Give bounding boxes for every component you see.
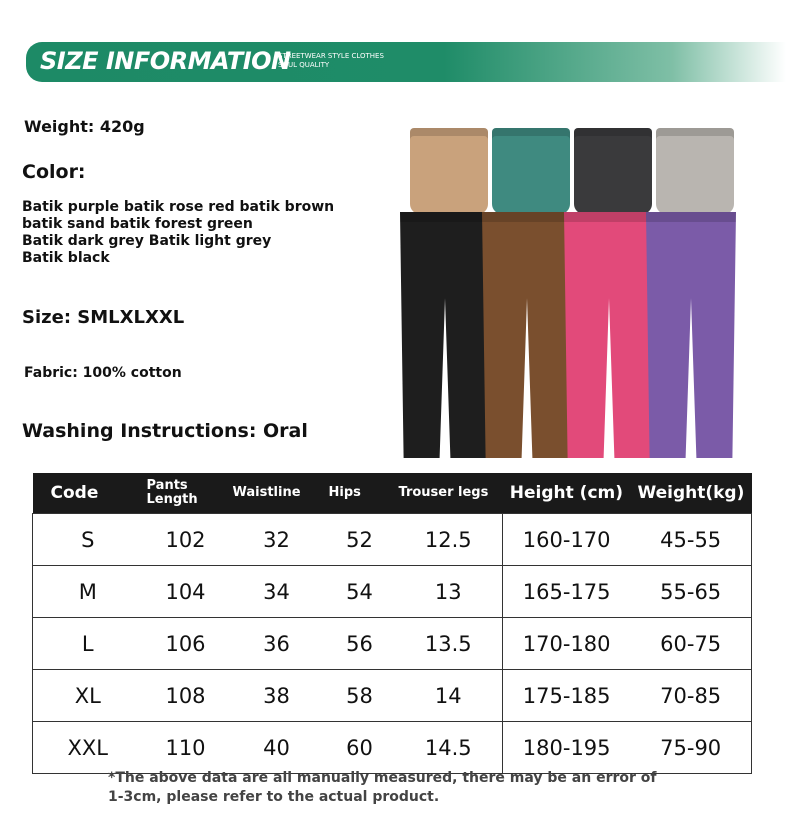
table-cell: 14 bbox=[394, 669, 503, 722]
table-cell: XL bbox=[32, 669, 143, 722]
pants-swatch bbox=[574, 128, 652, 214]
washing-text: Washing Instructions: Oral bbox=[22, 420, 308, 442]
table-cell: 34 bbox=[228, 565, 325, 618]
table-cell: 54 bbox=[324, 565, 395, 618]
table-cell: L bbox=[32, 617, 143, 670]
table-cell: 56 bbox=[324, 617, 395, 670]
weight-text: Weight: 420g bbox=[24, 117, 145, 136]
measurement-note: *The above data are all manually measure… bbox=[108, 770, 657, 805]
color-line: batik sand batik forest green bbox=[22, 216, 253, 232]
table-cell: 13.5 bbox=[394, 617, 503, 670]
color-list: Batik purple batik rose red batik brown … bbox=[22, 199, 334, 267]
table-cell: 32 bbox=[228, 513, 325, 566]
table-cell: 180-195 bbox=[502, 721, 631, 774]
table-cell: 14.5 bbox=[394, 721, 503, 774]
table-row: XL 108 38 58 14 175-185 70-85 bbox=[32, 669, 753, 722]
pants-swatch bbox=[410, 128, 488, 214]
pants-swatch bbox=[400, 212, 490, 458]
table-cell: 102 bbox=[142, 513, 229, 566]
table-cell: 70-85 bbox=[630, 669, 753, 722]
banner-sub1: STREETWEAR STYLE CLOTHES bbox=[278, 52, 384, 60]
table-cell: 110 bbox=[142, 721, 229, 774]
header-pants-length: Pants Length bbox=[142, 473, 229, 514]
table-cell: 13 bbox=[394, 565, 503, 618]
table-row: XXL 110 40 60 14.5 180-195 75-90 bbox=[32, 721, 753, 774]
pants-swatch bbox=[564, 212, 654, 458]
table-cell: 165-175 bbox=[502, 565, 631, 618]
table-cell: 170-180 bbox=[502, 617, 631, 670]
table-cell: 36 bbox=[228, 617, 325, 670]
pants-swatch bbox=[482, 212, 572, 458]
fabric-text: Fabric: 100% cotton bbox=[24, 365, 182, 381]
header-height: Height (cm) bbox=[502, 473, 631, 514]
table-cell: 12.5 bbox=[394, 513, 503, 566]
color-label: Color: bbox=[22, 161, 86, 183]
table-cell: S bbox=[32, 513, 143, 566]
color-line: Batik black bbox=[22, 250, 110, 266]
header-code: Code bbox=[32, 473, 143, 514]
table-cell: 55-65 bbox=[630, 565, 753, 618]
table-cell: 160-170 bbox=[502, 513, 631, 566]
banner-title: SIZE INFORMATION bbox=[40, 47, 291, 75]
pants-swatch bbox=[646, 212, 736, 458]
pants-swatch bbox=[492, 128, 570, 214]
table-cell: 108 bbox=[142, 669, 229, 722]
pants-swatch bbox=[656, 128, 734, 214]
header-waistline: Waistline bbox=[228, 473, 325, 514]
table-cell: 60 bbox=[324, 721, 395, 774]
table-row: M 104 34 54 13 165-175 55-65 bbox=[32, 565, 753, 618]
table-cell: 60-75 bbox=[630, 617, 753, 670]
banner-sub2: SOUL QUALITY bbox=[278, 61, 330, 69]
table-cell: 175-185 bbox=[502, 669, 631, 722]
banner-subtitle: STREETWEAR STYLE CLOTHES SOUL QUALITY bbox=[278, 52, 384, 70]
table-cell: 106 bbox=[142, 617, 229, 670]
table-cell: 104 bbox=[142, 565, 229, 618]
header-hips: Hips bbox=[324, 473, 395, 514]
size-text: Size: SMLXLXXL bbox=[22, 307, 185, 328]
table-cell: 38 bbox=[228, 669, 325, 722]
table-cell: 40 bbox=[228, 721, 325, 774]
table-cell: XXL bbox=[32, 721, 143, 774]
color-line: Batik purple batik rose red batik brown bbox=[22, 199, 335, 215]
table-cell: 58 bbox=[324, 669, 395, 722]
table-cell: 45-55 bbox=[630, 513, 753, 566]
table-row: S 102 32 52 12.5 160-170 45-55 bbox=[32, 513, 753, 566]
color-line: Batik dark grey Batik light grey bbox=[22, 233, 272, 249]
size-table: Code Pants Length Waistline Hips Trouser… bbox=[32, 473, 753, 774]
table-cell: 75-90 bbox=[630, 721, 753, 774]
header-trouser-legs: Trouser legs bbox=[394, 473, 503, 514]
header-weight: Weight(kg) bbox=[630, 473, 752, 514]
size-information-banner: SIZE INFORMATION STREETWEAR STYLE CLOTHE… bbox=[26, 42, 786, 82]
table-cell: 52 bbox=[324, 513, 395, 566]
table-cell: M bbox=[32, 565, 143, 618]
table-row: L 106 36 56 13.5 170-180 60-75 bbox=[32, 617, 753, 670]
